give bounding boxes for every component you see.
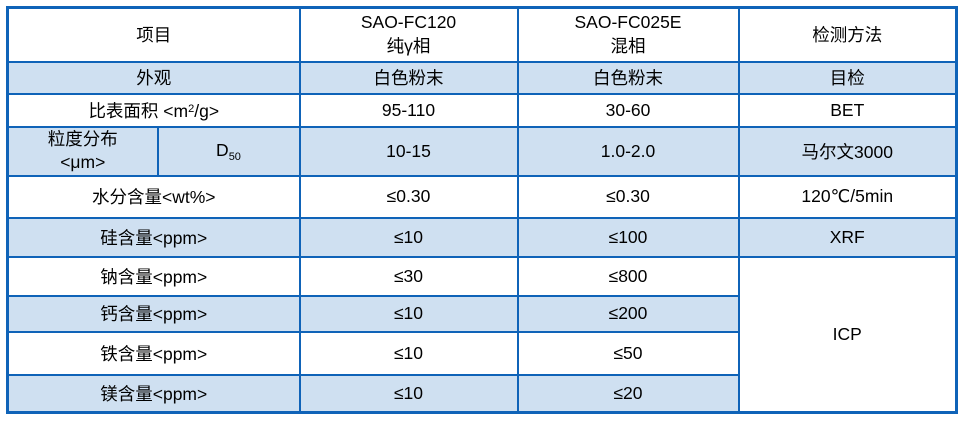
- calcium-fc025e: ≤200: [516, 294, 740, 333]
- surface-area-fc025e: 30-60: [516, 92, 740, 128]
- moisture-method: 120℃/5min: [737, 174, 958, 219]
- particle-size-label: 粒度分布 <μm>: [6, 125, 159, 177]
- particle-size-fc025e: 1.0-2.0: [516, 125, 740, 177]
- iron-fc025e: ≤50: [516, 330, 740, 376]
- row-calcium: 钙含量<ppm> ≤10 ≤200: [6, 294, 957, 333]
- moisture-fc025e: ≤0.30: [516, 174, 740, 219]
- silicon-label: 硅含量<ppm>: [6, 216, 301, 258]
- row-sodium: 钠含量<ppm> ≤30 ≤800 ICP: [6, 255, 958, 414]
- silicon-fc120: ≤10: [298, 216, 519, 258]
- header-fc120-phase: 纯γ相: [386, 35, 431, 56]
- header-fc120: SAO-FC120 纯γ相: [298, 6, 519, 63]
- row-particle-size: 粒度分布 <μm> D50 10-15 1.0-2.0 马尔文3000: [6, 125, 958, 177]
- header-row: 项目 SAO-FC120 纯γ相 SAO-FC025E 混相 检测方法: [6, 6, 958, 63]
- row-magnesium: 镁含量<ppm> ≤10 ≤20: [6, 373, 957, 414]
- appearance-method: 目检: [737, 60, 958, 95]
- header-fc025e: SAO-FC025E 混相: [516, 6, 740, 63]
- silicon-fc025e: ≤100: [516, 216, 740, 258]
- appearance-label: 外观: [6, 60, 301, 95]
- magnesium-label: 镁含量<ppm>: [6, 373, 301, 414]
- subscript-50: 50: [228, 150, 241, 163]
- iron-label: 铁含量<ppm>: [6, 330, 301, 376]
- magnesium-fc025e: ≤20: [516, 373, 740, 414]
- row-silicon: 硅含量<ppm> ≤10 ≤100 XRF: [6, 216, 958, 258]
- particle-size-fc120: 10-15: [298, 125, 519, 177]
- appearance-fc120: 白色粉末: [298, 60, 519, 95]
- iron-fc120: ≤10: [298, 330, 519, 376]
- sodium-label: 钠含量<ppm>: [6, 255, 301, 297]
- spec-table: 项目 SAO-FC120 纯γ相 SAO-FC025E 混相 检测方法 外观 白…: [6, 6, 958, 415]
- header-fc025e-phase: 混相: [610, 35, 646, 56]
- header-fc120-name: SAO-FC120: [360, 12, 457, 33]
- sodium-fc120: ≤30: [298, 255, 519, 297]
- moisture-fc120: ≤0.30: [298, 174, 519, 219]
- sodium-fc025e: ≤800: [516, 255, 740, 297]
- calcium-fc120: ≤10: [298, 294, 519, 333]
- surface-area-fc120: 95-110: [298, 92, 519, 128]
- header-method: 检测方法: [737, 6, 958, 63]
- surface-area-label: 比表面积 <m2/g>: [6, 92, 301, 128]
- particle-size-d50: D50: [156, 125, 301, 177]
- header-fc025e-name: SAO-FC025E: [574, 12, 682, 33]
- row-surface-area: 比表面积 <m2/g> 95-110 30-60 BET: [6, 92, 958, 128]
- silicon-method: XRF: [737, 216, 958, 258]
- row-iron: 铁含量<ppm> ≤10 ≤50: [6, 330, 957, 376]
- superscript-2: 2: [188, 102, 195, 115]
- header-item: 项目: [6, 6, 301, 63]
- row-appearance: 外观 白色粉末 白色粉末 目检: [6, 60, 958, 95]
- row-moisture: 水分含量<wt%> ≤0.30 ≤0.30 120℃/5min: [6, 174, 958, 219]
- particle-size-method: 马尔文3000: [737, 125, 958, 177]
- magnesium-fc120: ≤10: [298, 373, 519, 414]
- surface-area-method: BET: [737, 92, 958, 128]
- calcium-label: 钙含量<ppm>: [6, 294, 301, 333]
- appearance-fc025e: 白色粉末: [516, 60, 740, 95]
- moisture-label: 水分含量<wt%>: [6, 174, 301, 219]
- icp-merged-cell: ICP: [737, 255, 958, 414]
